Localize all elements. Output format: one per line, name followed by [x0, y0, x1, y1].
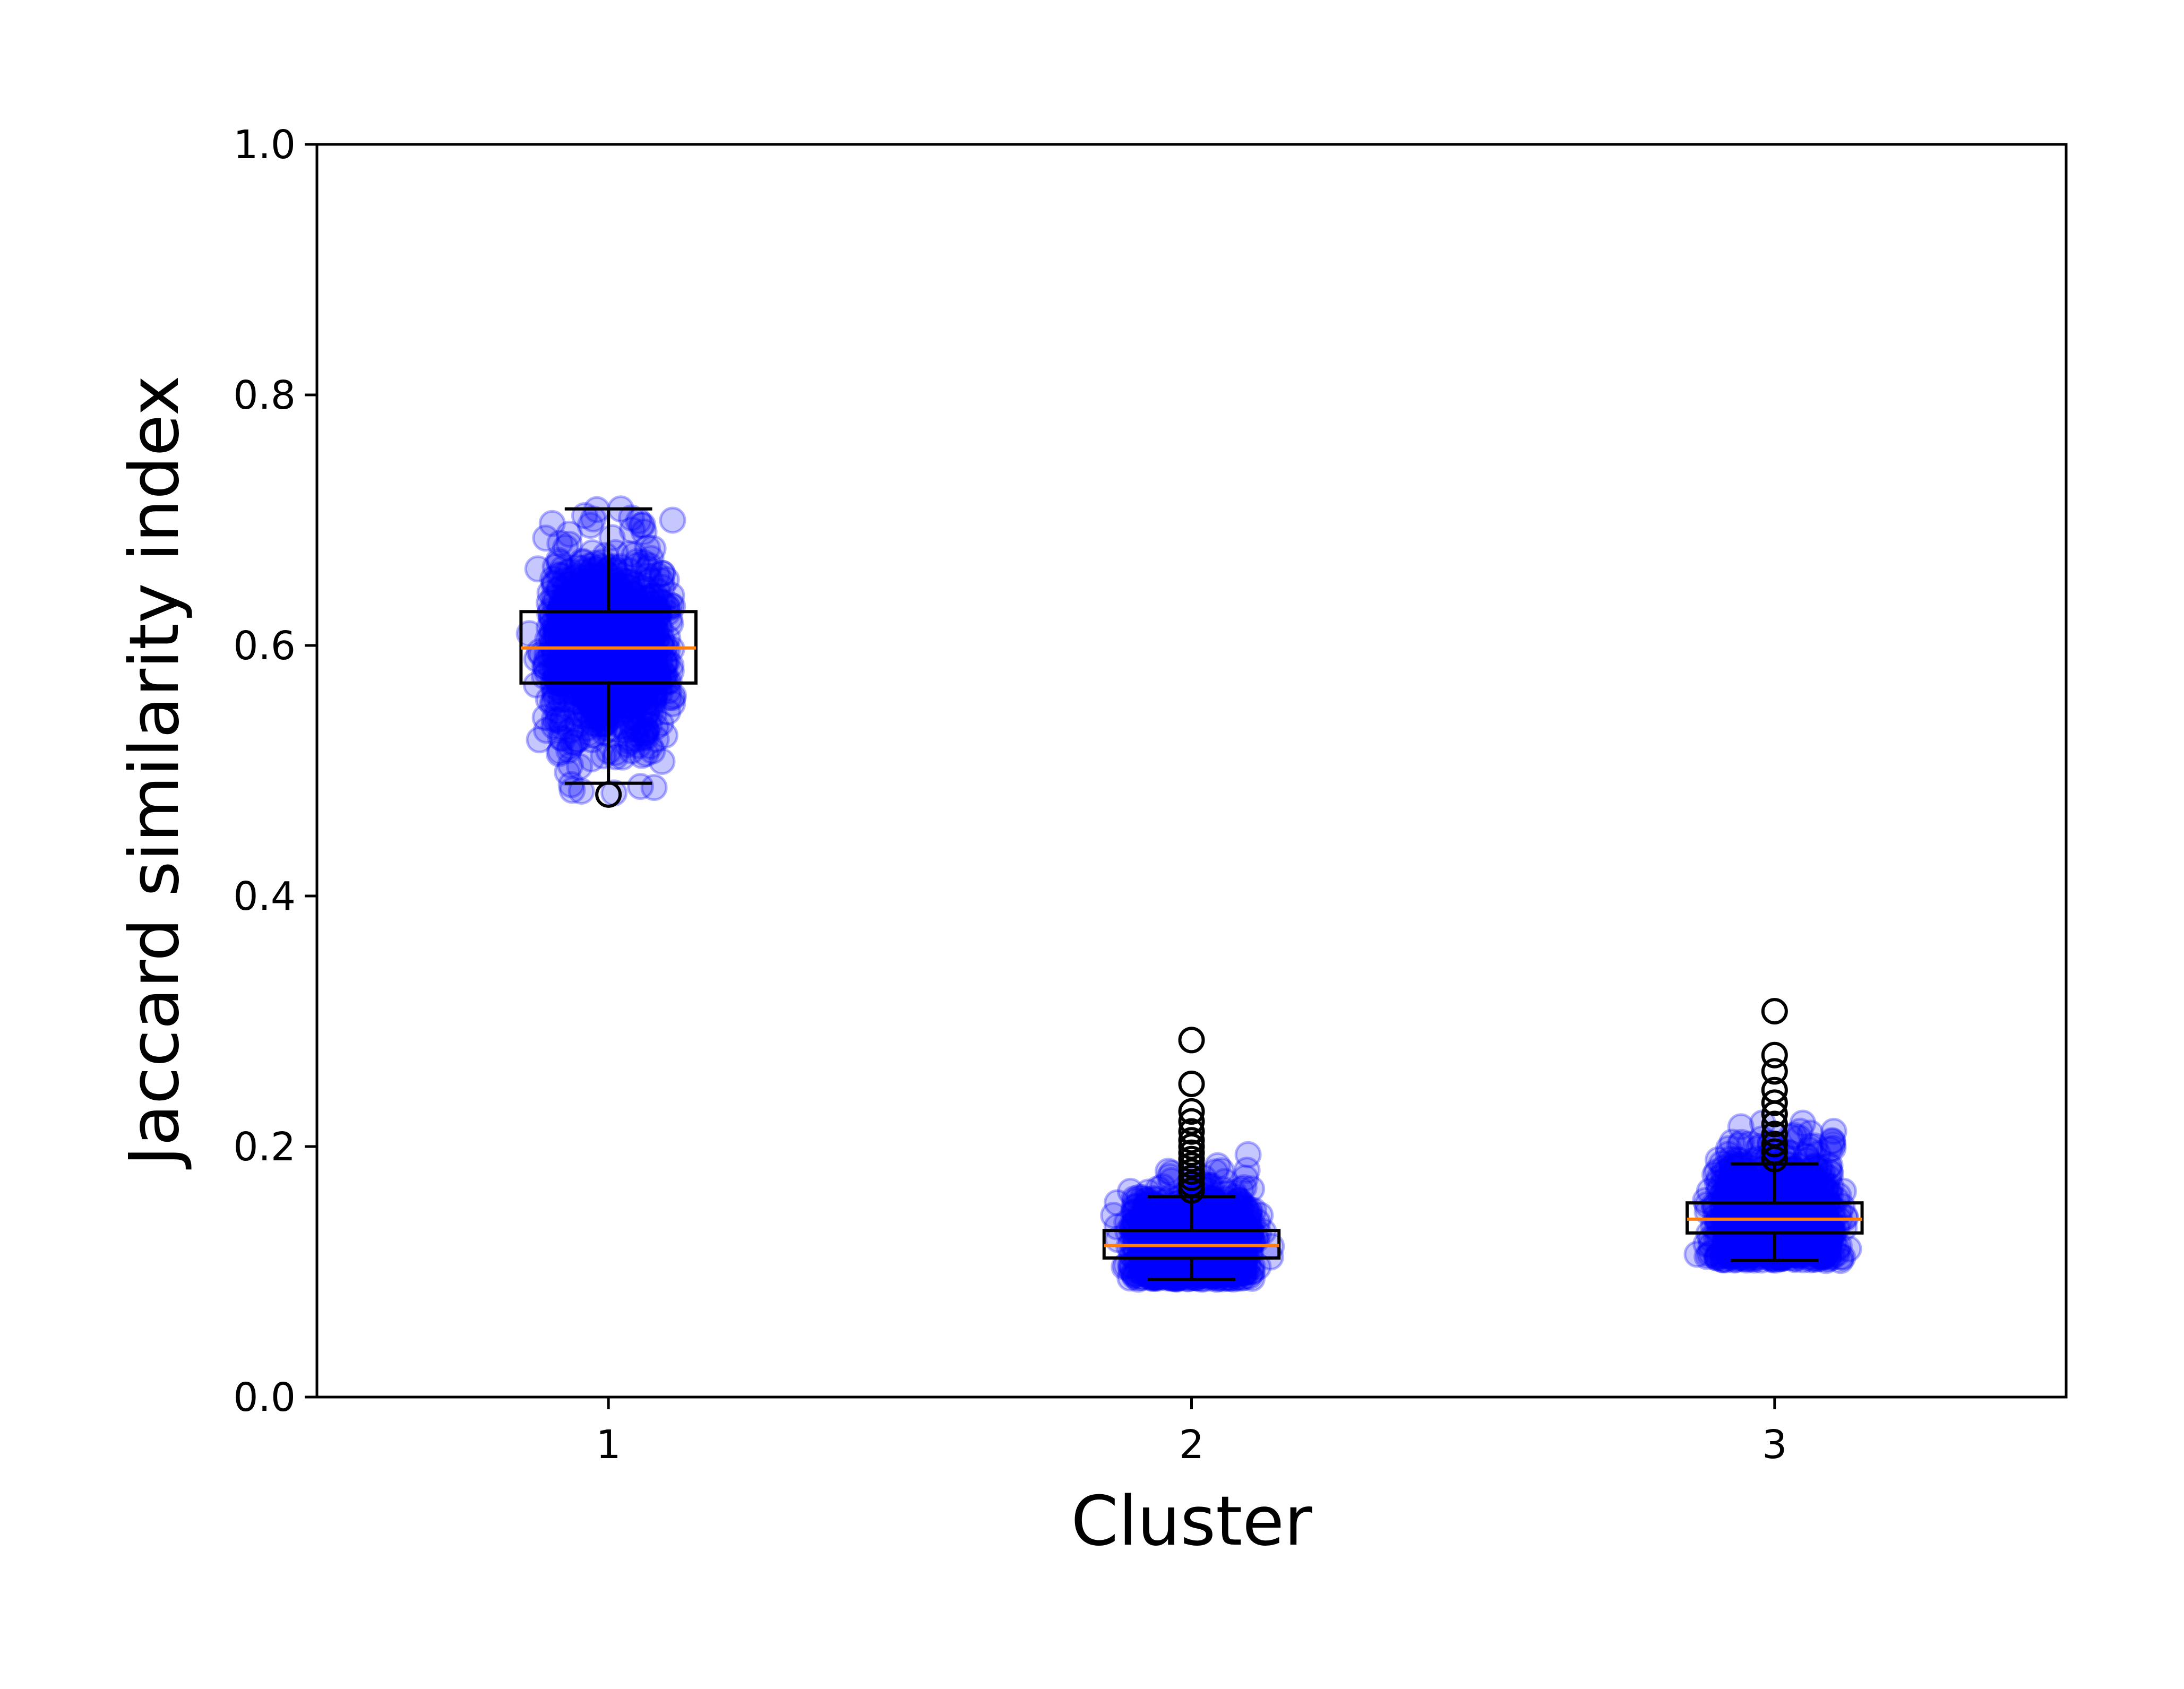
y-tick-label: 0.0 [233, 1375, 296, 1420]
x-tick-label: 3 [1762, 1422, 1787, 1468]
data-point-cluster-1 [591, 656, 616, 680]
data-point-cluster-3 [1776, 1171, 1800, 1196]
data-point-cluster-2 [1236, 1142, 1260, 1167]
data-point-cluster-1 [650, 749, 674, 774]
y-tick-label: 1.0 [233, 122, 296, 168]
data-point-cluster-3 [1734, 1219, 1759, 1243]
data-point-cluster-1 [629, 513, 654, 538]
y-tick-label: 0.2 [233, 1124, 296, 1170]
data-point-cluster-1 [624, 727, 649, 751]
y-tick-label: 0.8 [233, 373, 296, 418]
y-tick-label: 0.4 [233, 874, 296, 919]
y-axis-label: Jaccard similarity index [115, 375, 194, 1169]
data-point-cluster-1 [642, 775, 666, 800]
data-point-cluster-3 [1820, 1130, 1845, 1154]
data-point-cluster-3 [1740, 1178, 1765, 1202]
data-point-cluster-1 [613, 589, 638, 613]
data-point-cluster-1 [660, 508, 685, 532]
data-point-cluster-3 [1760, 1204, 1785, 1228]
data-point-cluster-1 [561, 593, 586, 618]
data-point-cluster-1 [646, 579, 670, 604]
data-point-cluster-2 [1131, 1265, 1155, 1289]
data-point-cluster-3 [1799, 1134, 1823, 1159]
y-tick-label: 0.6 [233, 623, 296, 669]
data-point-cluster-2 [1118, 1179, 1142, 1203]
data-point-cluster-1 [563, 730, 587, 754]
data-point-cluster-1 [540, 511, 564, 536]
data-point-cluster-2 [1102, 1203, 1126, 1228]
data-point-cluster-1 [560, 651, 584, 675]
x-tick-label: 2 [1179, 1422, 1204, 1468]
data-point-cluster-1 [584, 705, 609, 730]
data-point-cluster-2 [1205, 1229, 1229, 1254]
x-axis-label: Cluster [1071, 1482, 1312, 1561]
data-point-cluster-2 [1148, 1214, 1173, 1239]
x-tick-label: 1 [596, 1422, 621, 1468]
data-point-cluster-1 [590, 550, 615, 574]
data-point-cluster-2 [1181, 1265, 1206, 1290]
